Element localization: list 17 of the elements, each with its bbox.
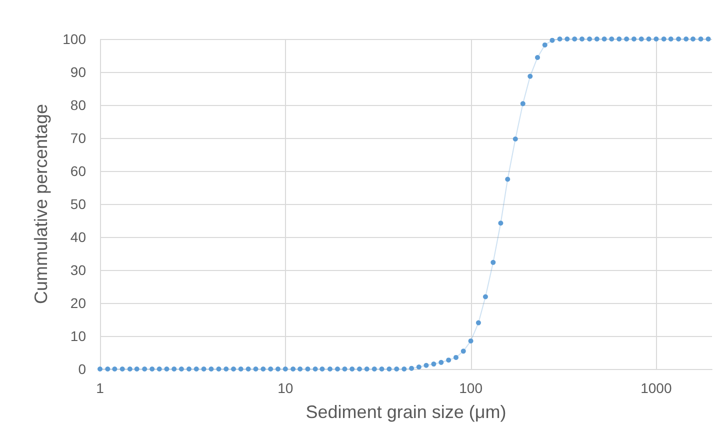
y-tick-label: 30	[70, 262, 86, 278]
y-axis-title: Cummulative percentage	[31, 104, 51, 304]
x-tick-label: 1000	[640, 380, 672, 396]
x-tick-label: 10	[278, 380, 294, 396]
y-tick-label: 20	[70, 295, 86, 311]
y-tick-label: 100	[62, 31, 86, 47]
x-tick-label: 1	[96, 380, 104, 396]
x-tick-label: 100	[459, 380, 483, 396]
x-axis-title: Sediment grain size (μm)	[306, 402, 506, 422]
y-tick-label: 50	[70, 196, 86, 212]
y-tick-label: 90	[70, 64, 86, 80]
y-tick-label: 0	[78, 361, 86, 377]
y-tick-label: 70	[70, 130, 86, 146]
y-tick-label: 80	[70, 97, 86, 113]
y-tick-label: 10	[70, 328, 86, 344]
y-tick-label: 40	[70, 229, 86, 245]
y-tick-label: 60	[70, 163, 86, 179]
